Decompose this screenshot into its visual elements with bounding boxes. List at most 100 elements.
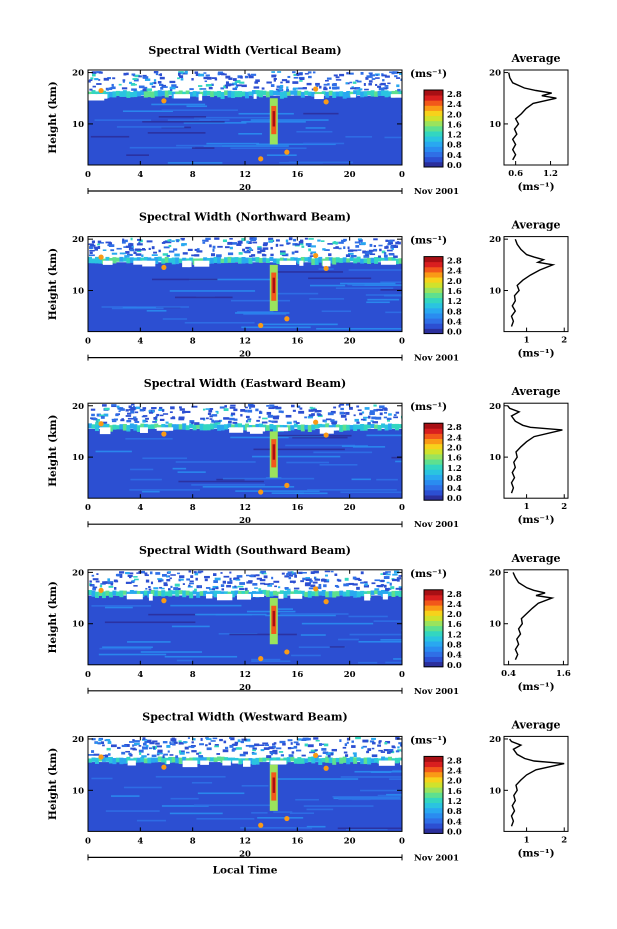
heatmap-cell [292,88,297,91]
colorbar-swatch [424,156,443,163]
heatmap-band [367,298,400,301]
heatmap-cell [161,574,167,577]
heatmap-cell [360,258,365,264]
heatmap-cell [115,591,120,597]
heatmap-cell [308,409,314,412]
heatmap-cell [387,243,392,246]
heatmap-cell [98,737,104,741]
heatmap-cell [290,257,295,262]
heatmap-band [335,287,394,289]
heatmap-band [141,490,160,493]
heatmap-band [162,318,188,320]
heatmap-cell [375,416,382,420]
colorbar-unit: (ms⁻¹) [410,734,447,746]
heatmap-cell [351,745,356,748]
heatmap-cell [286,86,289,90]
heatmap-cell [136,257,141,263]
heatmap-cell [203,240,209,242]
heatmap-gap [182,260,191,268]
heatmap-band [295,798,319,801]
colorbar-swatch [424,448,443,455]
heatmap-cell [396,579,400,582]
heatmap-base [88,95,402,165]
heatmap-cell [220,756,225,763]
heatmap-cell [279,590,284,597]
heatmap-band [230,436,289,439]
heatmap-cell [295,743,300,746]
heatmap-cell [333,74,338,77]
heatmap-cell [174,583,180,587]
heatmap-cell [108,753,111,756]
heatmap-cell [295,749,302,752]
heatmap-cell [108,591,113,598]
heatmap-cell [196,757,201,765]
heatmap-cell [127,574,133,577]
heatmap-cell [307,744,314,748]
heatmap-cell [103,413,109,417]
heatmap-cell [300,580,304,583]
heatmap-band [278,608,294,610]
heatmap-band [170,797,199,800]
heatmap-cell [169,239,172,242]
heatmap-band [94,119,152,121]
heatmap-cell [158,579,162,583]
heatmap-cell [305,577,310,580]
heatmap-cell [91,574,95,577]
heatmap-cell [220,87,225,90]
heatmap-cell [131,580,135,584]
heatmap-cell [216,753,221,755]
heatmap-cell [108,242,113,245]
heatmap-cell [171,84,177,87]
heatmap-cell [293,587,300,590]
heatmap-cell [395,423,400,431]
heatmap-cell [356,586,360,590]
colorbar-tick-label: 2.8 [447,423,462,433]
heatmap-gap [198,94,203,101]
colorbar-unit: (ms⁻¹) [410,401,447,413]
heatmap-cell [315,82,320,86]
heatmap-cell [154,418,158,422]
heatmap-cell [231,748,235,752]
heatmap-cell [138,749,144,753]
heatmap-cell [233,577,240,580]
heatmap-cell [165,421,169,424]
heatmap-cell [381,90,386,96]
heatmap-cell [94,247,99,251]
colorbar-swatch [424,454,443,460]
heatmap-cell [374,758,379,763]
heatmap-gap [206,593,213,599]
heatmap-cell [148,247,151,250]
heatmap-band [95,450,132,453]
heatmap-cell [283,590,288,598]
heatmap-cell [91,258,96,264]
colorbar-tick-label: 0.4 [447,151,462,161]
heatmap-cell [294,243,300,246]
heatmap-cell [255,257,260,263]
heatmap-cell [363,91,368,97]
colorbar-swatch [424,605,443,611]
heatmap-cell [333,247,339,249]
heatmap-cell [342,746,347,749]
x-tick-label: 12 [239,337,251,347]
heatmap-cell [290,742,293,745]
heatmap-cell [151,85,156,88]
heatmap-cell [132,83,137,86]
heatmap-cell [293,238,297,242]
colorbar-swatch [424,131,443,137]
heatmap-cell [106,747,111,751]
heatmap-cell [260,570,266,573]
heatmap-cell [195,73,201,77]
heatmap-cell [299,241,304,244]
heatmap-cell [279,252,286,255]
colorbar-swatch [424,307,443,314]
heatmap-cell [265,91,270,98]
heatmap-cell [301,754,306,757]
heatmap-band [257,323,338,326]
heatmap-cell [371,754,378,758]
heatmap-cell [235,578,241,581]
heatmap-cell [175,91,180,97]
heatmap-cell [162,413,169,415]
heatmap-cell [155,72,158,76]
heatmap-cell [153,81,157,85]
heatmap-cell [357,238,362,241]
